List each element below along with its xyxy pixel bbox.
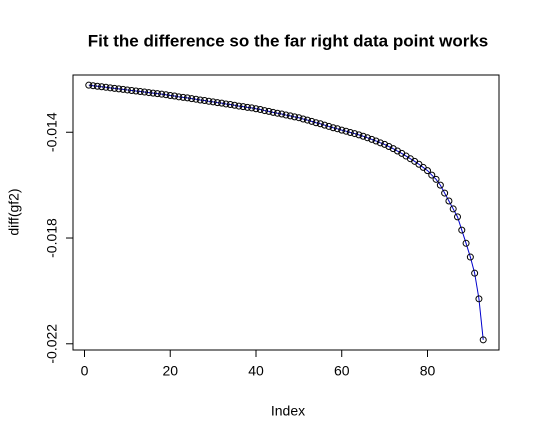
data-point bbox=[286, 112, 294, 120]
data-point bbox=[149, 89, 157, 97]
data-point bbox=[471, 269, 479, 277]
data-point bbox=[479, 336, 487, 344]
x-axis-label: Index bbox=[271, 403, 305, 419]
data-point bbox=[368, 135, 376, 143]
data-point bbox=[312, 119, 320, 127]
data-point bbox=[449, 205, 457, 213]
data-point bbox=[355, 131, 363, 139]
data-point bbox=[252, 105, 260, 113]
data-point bbox=[299, 115, 307, 123]
data-point bbox=[166, 91, 174, 99]
chart-title: Fit the difference so the far right data… bbox=[88, 31, 489, 50]
y-tick-label: -0.022 bbox=[44, 324, 60, 364]
data-point bbox=[153, 90, 161, 98]
data-point bbox=[282, 111, 290, 119]
data-point bbox=[269, 108, 277, 116]
data-point bbox=[351, 130, 359, 138]
data-point bbox=[98, 83, 106, 91]
data-point bbox=[291, 113, 299, 121]
data-point bbox=[466, 253, 474, 261]
data-point bbox=[209, 98, 217, 106]
x-tick-label: 20 bbox=[162, 363, 178, 379]
data-point bbox=[458, 226, 466, 234]
data-point bbox=[445, 197, 453, 205]
data-point bbox=[278, 110, 286, 118]
data-point bbox=[235, 102, 243, 110]
data-point bbox=[188, 95, 196, 103]
data-point bbox=[196, 96, 204, 104]
data-point bbox=[346, 129, 354, 137]
data-point bbox=[321, 121, 329, 129]
data-point bbox=[248, 104, 256, 112]
data-point bbox=[308, 117, 316, 125]
x-tick-label: 0 bbox=[81, 363, 89, 379]
data-point bbox=[136, 88, 144, 96]
data-point bbox=[218, 99, 226, 107]
data-point bbox=[303, 116, 311, 124]
data-point bbox=[239, 103, 247, 111]
data-point bbox=[201, 97, 209, 105]
y-tick-label: -0.014 bbox=[44, 112, 60, 152]
data-point bbox=[436, 181, 444, 189]
data-point bbox=[381, 140, 389, 148]
data-point bbox=[183, 94, 191, 102]
data-point bbox=[111, 84, 119, 92]
data-point bbox=[423, 167, 431, 175]
data-point bbox=[175, 93, 183, 101]
data-point bbox=[115, 85, 123, 93]
x-tick-label: 40 bbox=[248, 363, 264, 379]
y-axis-label: diff(gf2) bbox=[6, 188, 22, 235]
y-tick-label: -0.018 bbox=[44, 218, 60, 258]
data-point bbox=[162, 91, 170, 99]
data-point bbox=[192, 95, 200, 103]
data-point bbox=[231, 101, 239, 109]
data-point bbox=[93, 82, 101, 90]
data-point bbox=[145, 89, 153, 97]
data-point bbox=[261, 107, 269, 115]
data-point bbox=[132, 87, 140, 95]
data-point bbox=[295, 114, 303, 122]
data-point bbox=[123, 86, 131, 94]
data-point bbox=[128, 86, 136, 94]
data-point bbox=[475, 295, 483, 303]
data-point bbox=[256, 106, 264, 114]
x-tick-label: 60 bbox=[334, 363, 350, 379]
data-point bbox=[325, 122, 333, 130]
data-point bbox=[265, 107, 273, 115]
data-point bbox=[106, 84, 114, 92]
data-point bbox=[226, 100, 234, 108]
data-point bbox=[338, 126, 346, 134]
data-point bbox=[359, 132, 367, 140]
data-point bbox=[342, 127, 350, 135]
data-point bbox=[89, 82, 97, 90]
x-tick-label: 80 bbox=[420, 363, 436, 379]
data-point bbox=[273, 109, 281, 117]
data-point bbox=[333, 125, 341, 133]
data-point bbox=[205, 97, 213, 105]
data-point bbox=[363, 134, 371, 142]
data-point bbox=[213, 99, 221, 107]
data-point bbox=[222, 100, 230, 108]
data-point bbox=[462, 239, 470, 247]
data-point bbox=[329, 124, 337, 132]
data-point bbox=[428, 171, 436, 179]
data-point bbox=[171, 92, 179, 100]
data-point bbox=[372, 137, 380, 145]
data-point bbox=[376, 139, 384, 147]
data-point bbox=[158, 90, 166, 98]
data-point bbox=[141, 88, 149, 96]
data-point bbox=[85, 81, 93, 89]
data-point bbox=[179, 93, 187, 101]
data-point bbox=[243, 103, 251, 111]
data-point bbox=[102, 83, 110, 91]
data-point bbox=[441, 189, 449, 197]
data-point bbox=[385, 143, 393, 151]
data-point bbox=[119, 85, 127, 93]
data-point bbox=[432, 175, 440, 183]
data-point bbox=[453, 213, 461, 221]
data-point bbox=[316, 120, 324, 128]
